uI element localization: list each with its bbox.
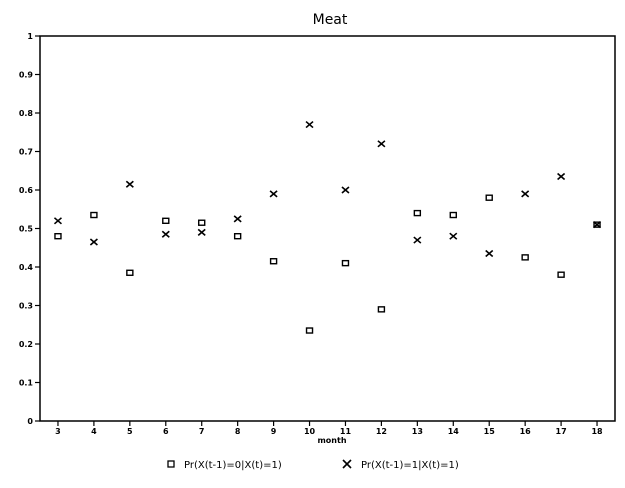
y-tick-label: 0.7: [19, 148, 33, 157]
x-axis: 3 4 5 6 7 8 9 10 11 12 13 14 15 16 17 18: [55, 421, 603, 436]
x-marker-stroke: [557, 172, 566, 181]
y-tick-label: 0.9: [19, 71, 34, 80]
data-point-series-2: [557, 172, 566, 181]
x-marker-stroke: [269, 190, 278, 198]
data-point-series-2: [521, 190, 530, 198]
x-marker-stroke: [53, 217, 62, 225]
x-marker-stroke: [485, 249, 494, 258]
x-tick-label: 10: [304, 427, 316, 436]
data-point-series-2: [89, 238, 98, 246]
x-marker-stroke: [305, 120, 314, 129]
x-marker-stroke: [89, 238, 98, 246]
data-point-series-1: [521, 254, 529, 261]
x-tick-label: 12: [376, 427, 387, 436]
data-point-series-1: [269, 258, 278, 265]
legend: Pr(X(t-1)=0|X(t)=1) Pr(X(t-1)=1|X(t)=1): [167, 459, 459, 471]
legend-x-marker: [342, 459, 352, 469]
x-marker-stroke: [377, 140, 386, 148]
x-tick-label: 6: [163, 427, 169, 436]
x-marker-stroke: [161, 230, 170, 238]
data-point-series-1: [233, 232, 242, 240]
x-marker-stroke: [233, 215, 242, 223]
data-point-series-2: [593, 221, 602, 229]
y-tick-label: 0.2: [19, 340, 33, 349]
x-tick-label: 18: [591, 427, 603, 436]
data-point-series-1: [126, 269, 134, 276]
data-point-series-2: [161, 230, 170, 238]
plot-frame: [39, 35, 616, 422]
y-tick-label: 0.3: [19, 302, 33, 311]
data-point-series-1: [305, 327, 314, 334]
y-tick-label: 0.8: [19, 109, 34, 118]
legend-square-marker: [167, 460, 175, 468]
x-axis-label: month: [317, 436, 346, 445]
y-tick-label: 1: [27, 32, 33, 41]
x-marker-stroke: [125, 180, 134, 188]
data-point-series-1: [449, 211, 457, 219]
data-point-series-1: [377, 306, 386, 313]
x-tick-label: 4: [91, 427, 97, 436]
legend-label-series-1: Pr(X(t-1)=0|X(t)=1): [184, 460, 282, 471]
data-point-series-1: [413, 209, 422, 217]
x-tick-label: 3: [55, 427, 61, 436]
x-tick-label: 9: [271, 427, 277, 436]
data-point-series-2: [341, 186, 350, 194]
x-marker-stroke: [449, 232, 458, 240]
data-point-series-1: [198, 219, 206, 226]
x-tick-label: 8: [235, 427, 241, 436]
data-point-series-2: [377, 140, 386, 148]
x-marker-stroke: [341, 186, 350, 194]
x-tick-label: 5: [127, 427, 133, 436]
data-point-series-2: [449, 232, 458, 240]
x-marker-stroke: [413, 236, 422, 244]
x-tick-label: 15: [484, 427, 496, 436]
data-point-series-2: [269, 190, 278, 198]
data-point-series-1: [485, 194, 493, 201]
data-point-series-2: [485, 249, 494, 258]
data-points: [53, 120, 602, 334]
data-point-series-1: [90, 211, 98, 219]
data-point-series-2: [233, 215, 242, 223]
data-point-series-1: [593, 221, 601, 228]
y-tick-label: 0: [27, 417, 33, 426]
y-tick-label: 0.1: [19, 379, 34, 388]
legend-label-series-2: Pr(X(t-1)=1|X(t)=1): [361, 460, 459, 471]
data-point-series-2: [125, 180, 134, 188]
y-tick-label: 0.5: [19, 225, 34, 234]
y-axis: 0 0.1 0.2 0.3 0.4 0.5 0.6 0.7 0.8 0.9 1: [19, 32, 40, 426]
data-point-series-2: [413, 236, 422, 244]
data-point-series-2: [305, 120, 314, 129]
data-point-series-1: [162, 217, 170, 225]
x-tick-label: 16: [520, 427, 532, 436]
y-tick-label: 0.4: [19, 263, 34, 272]
x-marker-stroke: [521, 190, 530, 198]
y-tick-label: 0.6: [19, 186, 34, 195]
x-tick-label: 13: [412, 427, 423, 436]
x-tick-label: 14: [448, 427, 460, 436]
data-point-series-2: [53, 217, 62, 225]
x-tick-label: 11: [340, 427, 352, 436]
x-marker-stroke: [593, 221, 602, 229]
data-point-series-2: [197, 228, 206, 236]
x-marker-stroke: [197, 228, 206, 236]
data-point-series-1: [54, 232, 62, 240]
x-tick-label: 17: [556, 427, 567, 436]
chart-title: Meat: [313, 12, 348, 28]
data-point-series-1: [557, 271, 565, 278]
x-tick-label: 7: [199, 427, 205, 436]
data-point-series-1: [341, 259, 350, 267]
